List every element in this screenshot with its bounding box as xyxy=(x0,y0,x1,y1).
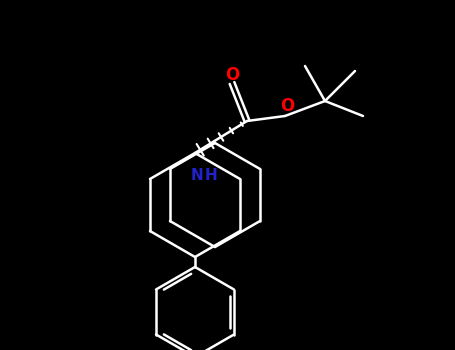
Text: O: O xyxy=(280,97,294,115)
Text: N: N xyxy=(190,168,203,182)
Text: H: H xyxy=(205,168,218,182)
Text: O: O xyxy=(225,66,239,84)
